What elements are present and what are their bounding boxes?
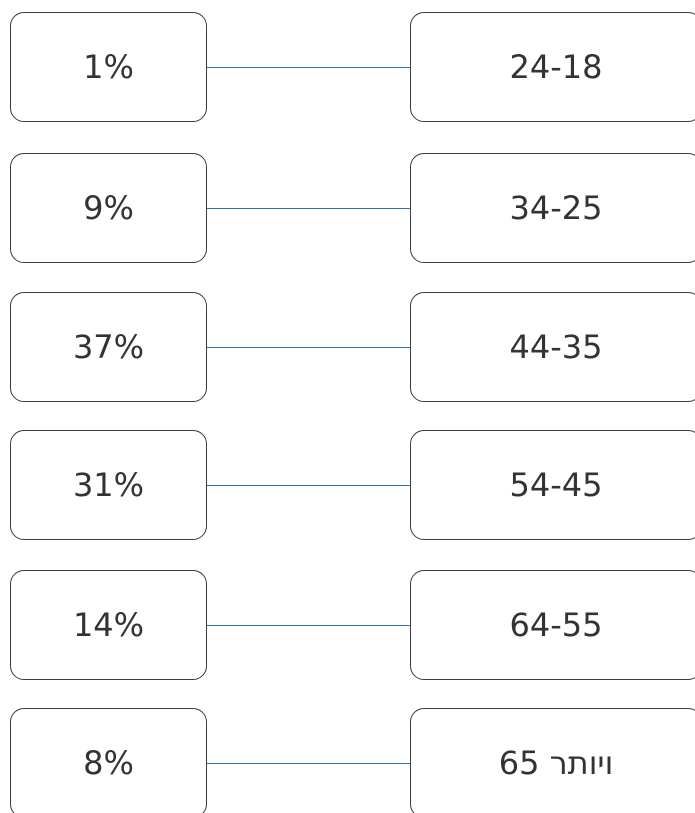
percent-box: 31% xyxy=(10,430,207,540)
age-range-box: 54-45 xyxy=(410,430,695,540)
connector-line xyxy=(207,763,410,764)
age-range-box: 65 ויותר xyxy=(410,708,695,813)
connector-line xyxy=(207,485,410,486)
percent-box: 14% xyxy=(10,570,207,680)
age-range-box: 34-25 xyxy=(410,153,695,263)
percent-box: 1% xyxy=(10,12,207,122)
percent-box: 9% xyxy=(10,153,207,263)
connector-line xyxy=(207,625,410,626)
percent-box: 8% xyxy=(10,708,207,813)
connector-line xyxy=(207,347,410,348)
connector-line xyxy=(207,67,410,68)
percent-box: 37% xyxy=(10,292,207,402)
connector-line xyxy=(207,208,410,209)
age-range-box: 24-18 xyxy=(410,12,695,122)
age-range-box: 44-35 xyxy=(410,292,695,402)
age-range-box: 64-55 xyxy=(410,570,695,680)
